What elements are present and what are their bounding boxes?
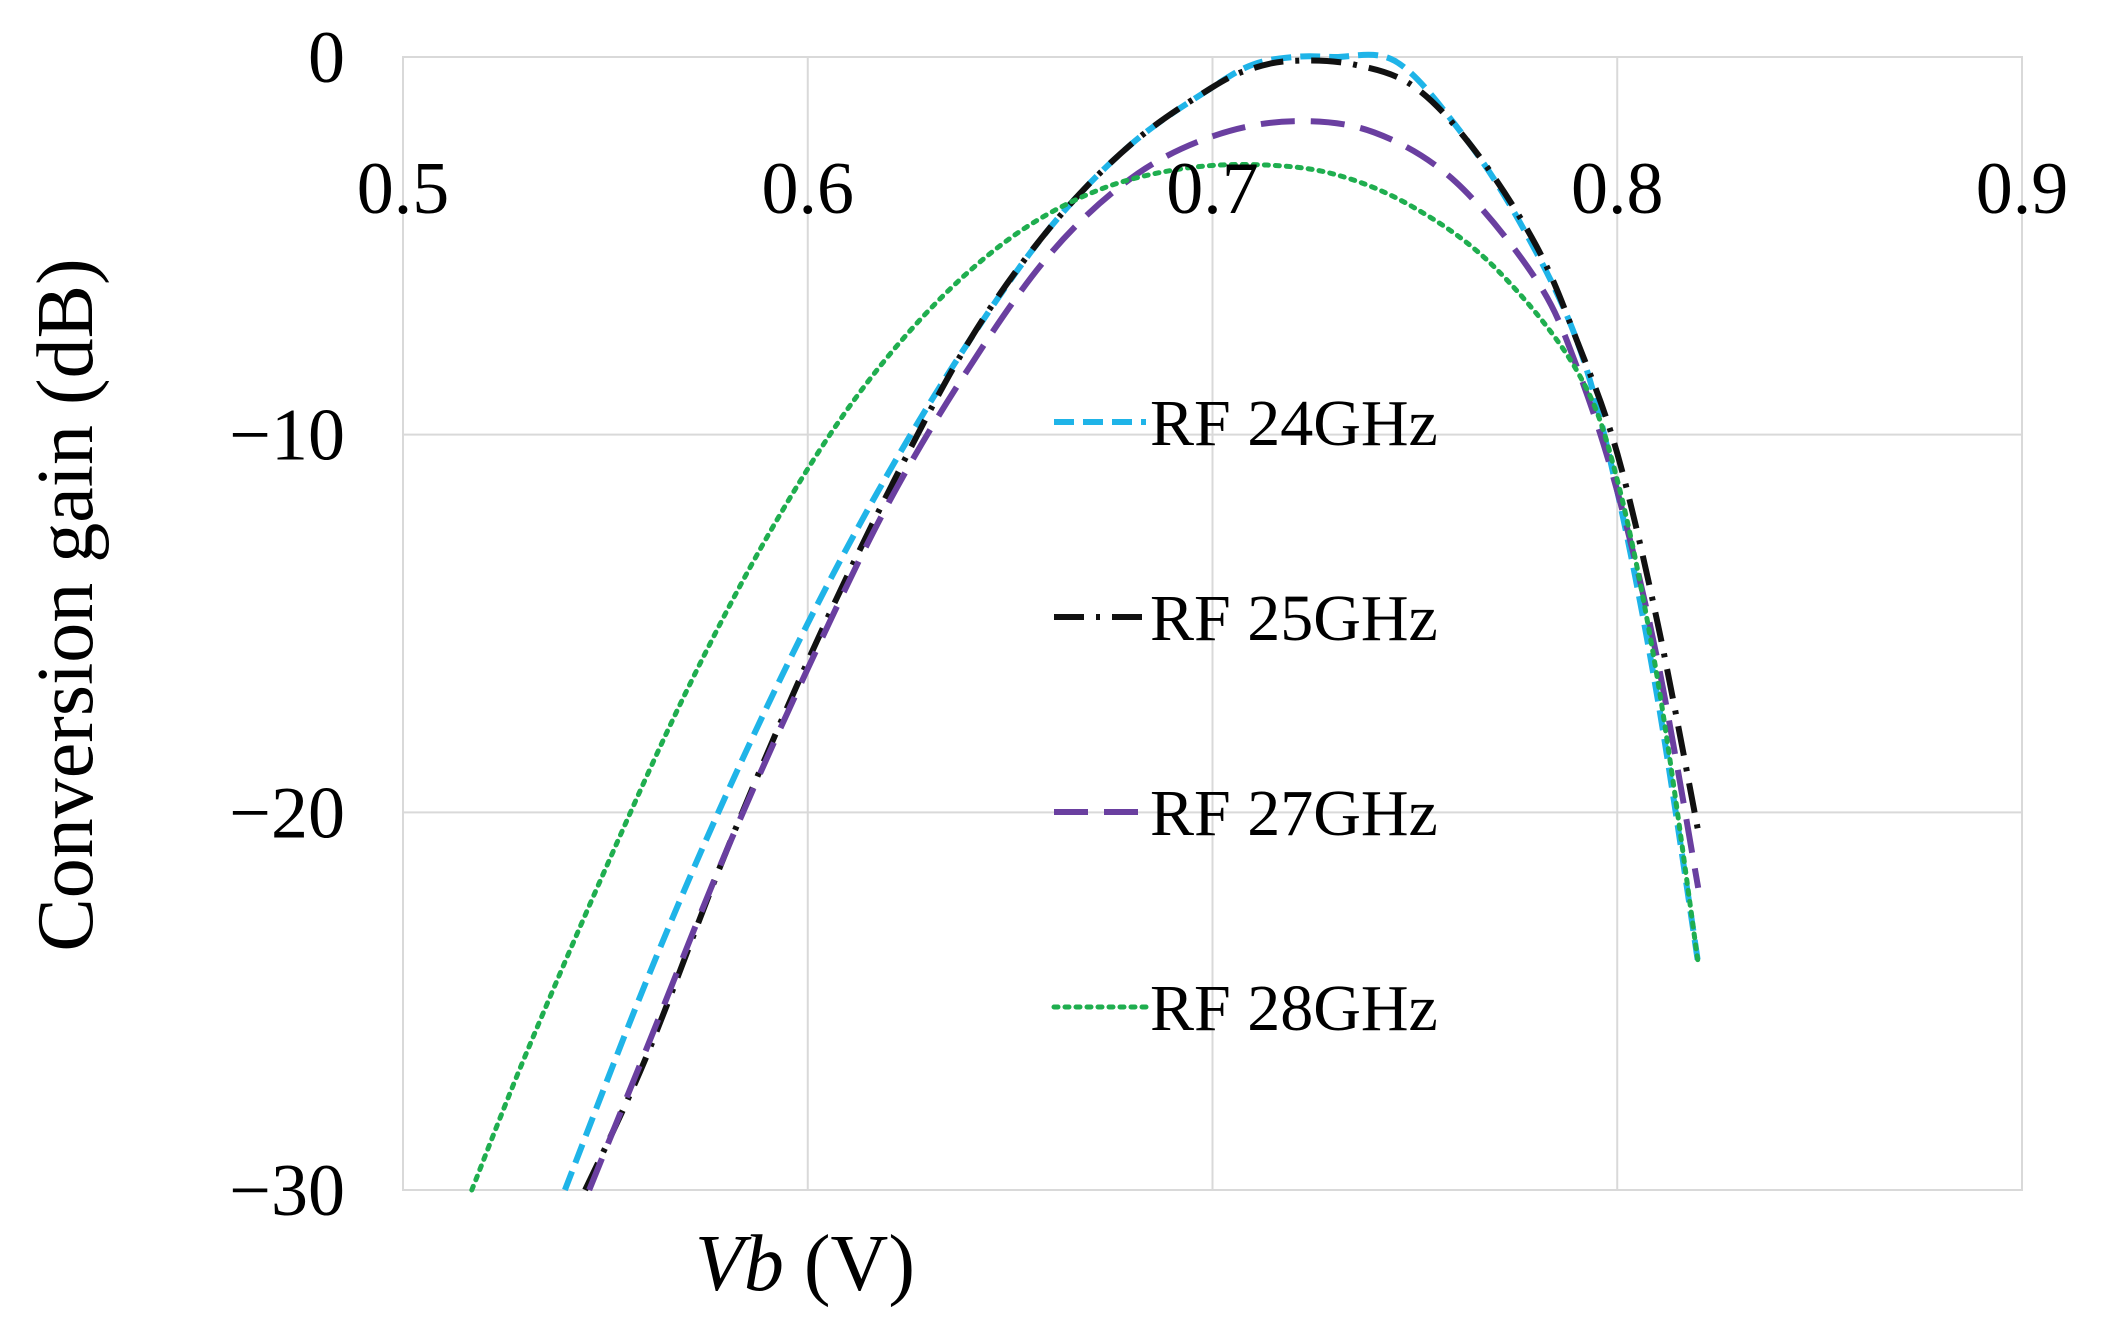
legend: RF 24GHz RF 25GHz RF 27GHz RF 28GHz xyxy=(1051,387,1438,1045)
y-tick-label: 0 xyxy=(308,17,345,99)
series-lines xyxy=(469,51,1702,1193)
tick-labels: 0.5 0.6 0.7 0.8 0.9 0 −10 −20 −30 xyxy=(229,17,2068,1232)
legend-label: RF 25GHz xyxy=(1150,582,1438,655)
y-axis-title: Conversion gain (dB) xyxy=(22,258,110,951)
series-line-3 xyxy=(586,118,1702,1192)
legend-label: RF 27GHz xyxy=(1150,777,1438,850)
x-axis-title-variable: Vb xyxy=(695,1220,784,1308)
x-tick-label: 0.5 xyxy=(357,148,450,230)
x-tick-label: 0.6 xyxy=(762,148,855,230)
y-tick-label: −10 xyxy=(229,395,345,477)
legend-label: RF 24GHz xyxy=(1150,387,1438,460)
series-line-1 xyxy=(562,51,1702,1192)
series-line-2 xyxy=(582,57,1702,1192)
x-tick-label: 0.9 xyxy=(1976,148,2069,230)
grid xyxy=(402,56,2023,1191)
y-tick-label: −30 xyxy=(229,1150,345,1232)
x-axis-title-unit: (V) xyxy=(784,1220,915,1308)
y-tick-label: −20 xyxy=(229,772,345,854)
plot-area-border xyxy=(402,56,2023,1191)
x-tick-label: 0.8 xyxy=(1571,148,1664,230)
x-axis-title: Vb (V) xyxy=(695,1220,915,1308)
series-line-4 xyxy=(469,161,1701,1193)
legend-label: RF 28GHz xyxy=(1150,972,1438,1045)
x-tick-label: 0.7 xyxy=(1166,148,1259,230)
